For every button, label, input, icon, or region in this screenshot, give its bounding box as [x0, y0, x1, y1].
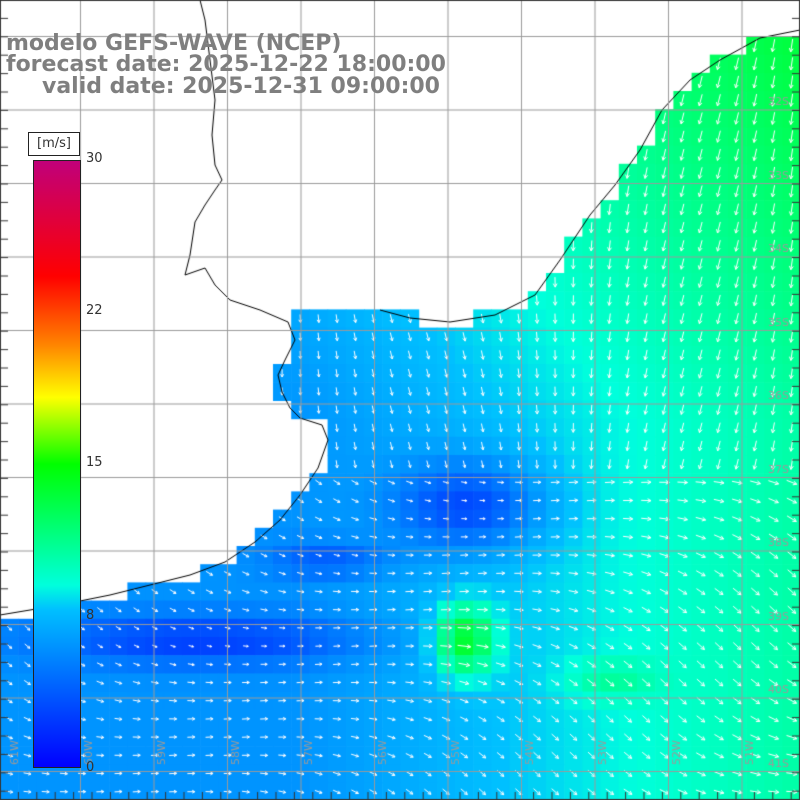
colorbar-tick-30: 30 [86, 151, 103, 166]
colorbar-tick-8: 8 [86, 608, 95, 623]
colorbar-tick-0: 0 [86, 760, 95, 775]
model-title: modelo GEFS-WAVE (NCEP) [6, 31, 342, 56]
colorbar-tick-15: 15 [86, 455, 103, 470]
colorbar-unit-label: [m/s] [28, 132, 80, 156]
forecast-date: forecast date: 2025-12-22 18:00:00 [6, 52, 446, 77]
colorbar-tick-22: 22 [86, 303, 103, 318]
valid-date: valid date: 2025-12-31 09:00:00 [42, 74, 440, 99]
wind-speed-colorbar [33, 160, 81, 768]
